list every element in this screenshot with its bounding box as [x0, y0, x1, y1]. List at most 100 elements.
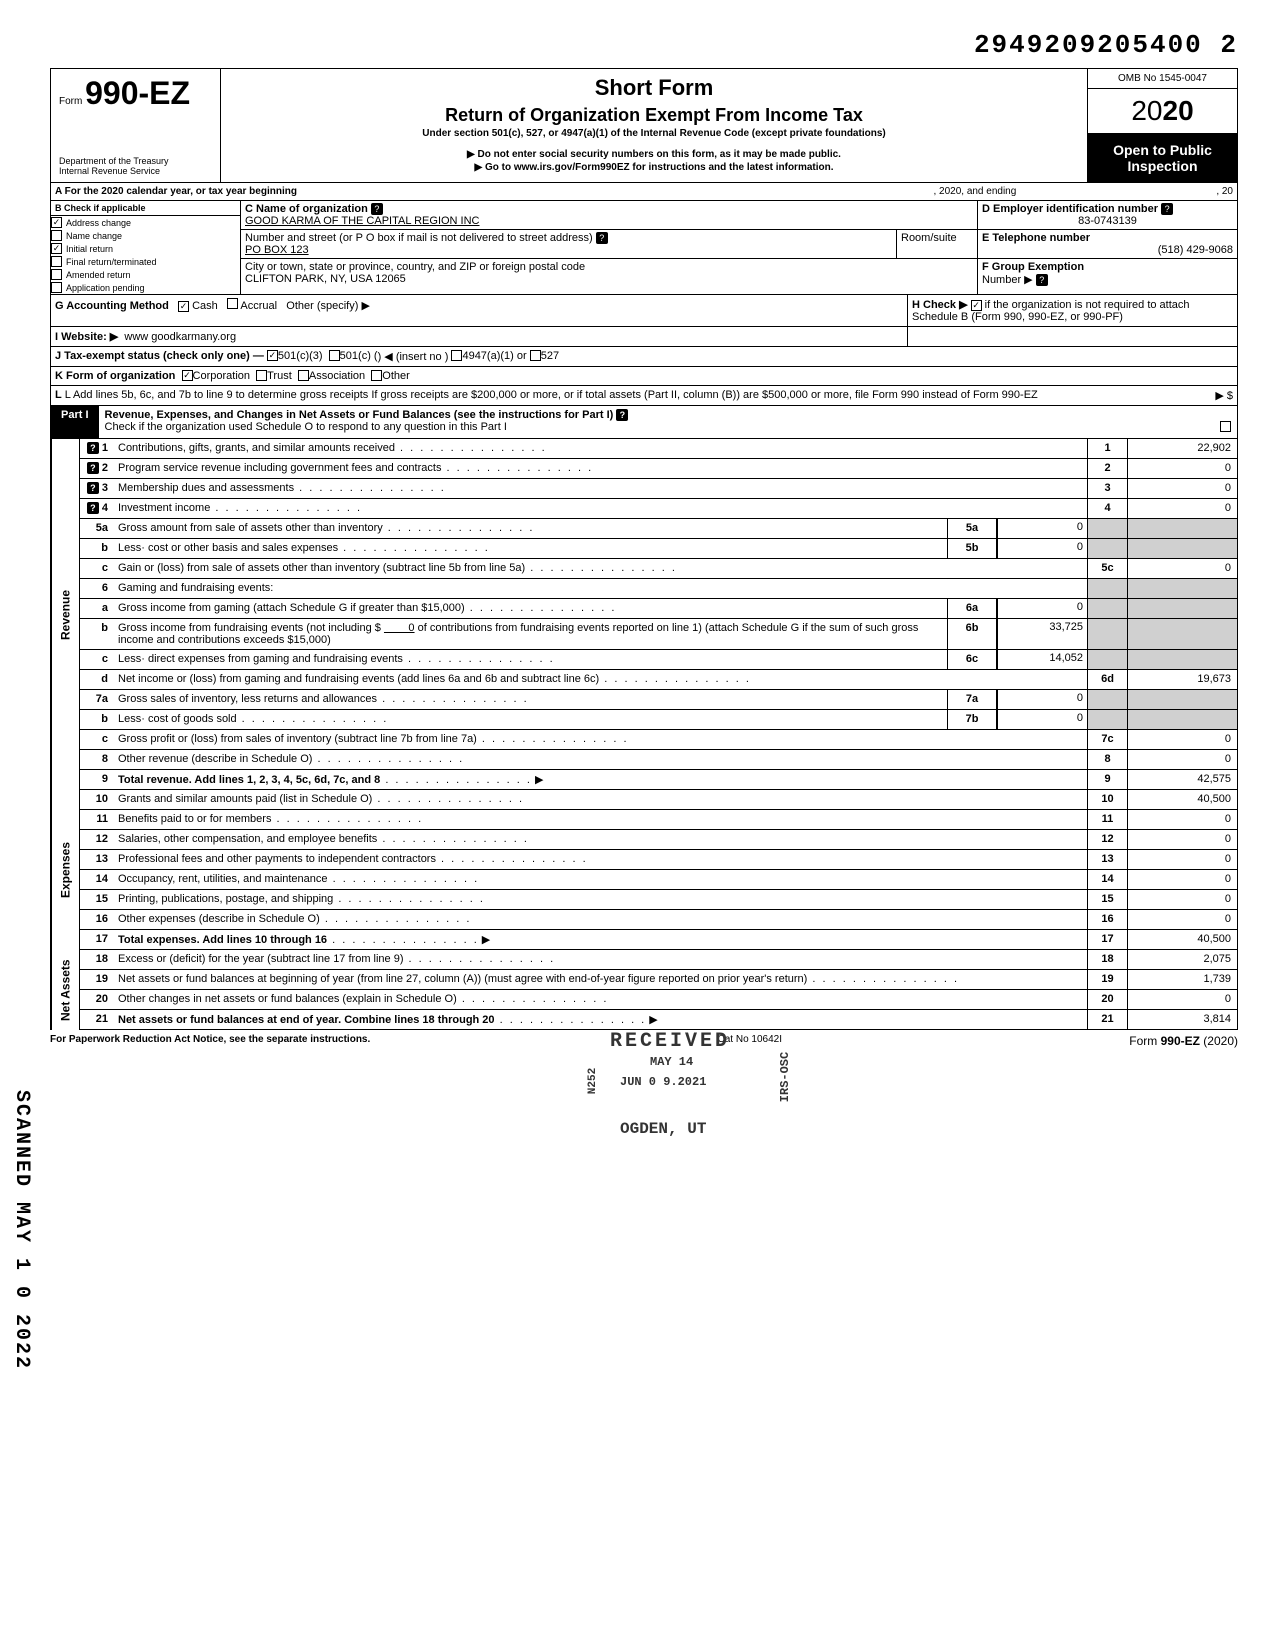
line-d: d Net income or (loss) from gaming and f… — [79, 670, 1238, 690]
chk-amended[interactable] — [51, 269, 62, 280]
line-box: 18 — [1087, 950, 1127, 969]
gh-row: G Accounting Method Cash Accrual Other (… — [50, 295, 1238, 327]
line-subamt: 0 — [997, 710, 1087, 729]
g-accrual: Accrual — [240, 300, 277, 312]
line-grayed-amt — [1127, 690, 1237, 709]
g-label: G Accounting Method — [55, 300, 169, 312]
help-icon-3[interactable]: ? — [1161, 203, 1173, 215]
help-icon[interactable]: ? — [87, 482, 99, 494]
form-number-value: 990-EZ — [85, 75, 190, 111]
line-grayed — [1087, 690, 1127, 709]
line-box: 8 — [1087, 750, 1127, 769]
line-15: 15 Printing, publications, postage, and … — [79, 890, 1238, 910]
chk-corp[interactable] — [182, 370, 193, 381]
open-public-2: Inspection — [1092, 158, 1233, 174]
line-num: 20 — [80, 990, 114, 1009]
i-row: I Website: ▶ www goodkarmany.org — [50, 327, 1238, 347]
line-text: Total expenses. Add lines 10 through 16 — [114, 930, 1087, 949]
line-a-end: , 20 — [1216, 186, 1233, 197]
line-4: ? 4 Investment income 4 0 — [79, 499, 1238, 519]
line-box: 19 — [1087, 970, 1127, 989]
revenue-section: Revenue ? 1 Contributions, gifts, grants… — [50, 439, 1238, 790]
chk-initial-return[interactable] — [51, 243, 62, 254]
line-num: d — [80, 670, 114, 689]
line-amt: 42,575 — [1127, 770, 1237, 789]
chk-trust[interactable] — [256, 370, 267, 381]
line-text: Printing, publications, postage, and shi… — [114, 890, 1087, 909]
chk-address-change[interactable] — [51, 217, 62, 228]
line-num: 14 — [80, 870, 114, 889]
chk-527[interactable] — [530, 350, 541, 361]
line-grayed-amt — [1127, 539, 1237, 558]
j-527: 527 — [541, 350, 559, 363]
chk-assoc[interactable] — [298, 370, 309, 381]
help-icon[interactable]: ? — [87, 462, 99, 474]
line-grayed — [1087, 710, 1127, 729]
chk-cash[interactable] — [178, 301, 189, 312]
line-box: 20 — [1087, 990, 1127, 1009]
line-amt: 40,500 — [1127, 790, 1237, 809]
chk-accrual[interactable] — [227, 298, 238, 309]
under-section: Under section 501(c), 527, or 4947(a)(1)… — [227, 128, 1081, 139]
line-2: ? 2 Program service revenue including go… — [79, 459, 1238, 479]
h-section: H Check ▶ if the organization is not req… — [907, 295, 1237, 326]
part1-header: Part I Revenue, Expenses, and Changes in… — [50, 406, 1238, 439]
line-sub: 5a — [947, 519, 997, 538]
line-box: 15 — [1087, 890, 1127, 909]
goto-note: ▶ Go to www.irs.gov/Form990EZ for instru… — [227, 162, 1081, 173]
f-label: F Group Exemption — [982, 261, 1084, 273]
form-prefix: Form — [59, 96, 82, 107]
line-14: 14 Occupancy, rent, utilities, and maint… — [79, 870, 1238, 890]
help-icon-4[interactable]: ? — [1036, 274, 1048, 286]
help-icon[interactable]: ? — [87, 502, 99, 514]
line-text: Other expenses (describe in Schedule O) — [114, 910, 1087, 929]
chk-4947[interactable] — [451, 350, 462, 361]
line-box: 11 — [1087, 810, 1127, 829]
form-header: Form 990-EZ Department of the Treasury I… — [50, 68, 1238, 183]
header-left: Form 990-EZ Department of the Treasury I… — [51, 69, 221, 182]
line-num: 19 — [80, 970, 114, 989]
line-text: Net income or (loss) from gaming and fun… — [114, 670, 1087, 689]
help-icon[interactable]: ? — [87, 442, 99, 454]
b-label: B Check if applicable — [51, 201, 240, 216]
line-19: 19 Net assets or fund balances at beginn… — [79, 970, 1238, 990]
line-text: Gross income from gaming (attach Schedul… — [114, 599, 947, 618]
footer-left: For Paperwork Reduction Act Notice, see … — [50, 1034, 370, 1048]
chk-final-return[interactable] — [51, 256, 62, 267]
chk-501c3[interactable] — [267, 350, 278, 361]
line-amt: 0 — [1127, 850, 1237, 869]
line-sub: 7a — [947, 690, 997, 709]
chk-501c[interactable] — [329, 350, 340, 361]
help-icon-p1[interactable]: ? — [616, 409, 628, 421]
help-icon-2[interactable]: ? — [596, 232, 608, 244]
footer-mid: Cat No 10642I — [718, 1034, 783, 1048]
line-num: 8 — [80, 750, 114, 769]
line-a-mid: , 2020, and ending — [933, 186, 1016, 197]
chk-other[interactable] — [371, 370, 382, 381]
line-text: Gross amount from sale of assets other t… — [114, 519, 947, 538]
chk-h[interactable] — [971, 300, 982, 311]
chk-pending[interactable] — [51, 282, 62, 293]
short-form-title: Short Form — [227, 75, 1081, 101]
j-row: J Tax-exempt status (check only one) — 5… — [50, 347, 1238, 367]
line-num: 11 — [80, 810, 114, 829]
line-text: Other changes in net assets or fund bala… — [114, 990, 1087, 1009]
footer-right: Form 990-EZ (2020) — [1129, 1034, 1238, 1048]
line-text: Net assets or fund balances at beginning… — [114, 970, 1087, 989]
line-box: 13 — [1087, 850, 1127, 869]
line-16: 16 Other expenses (describe in Schedule … — [79, 910, 1238, 930]
line-grayed — [1087, 599, 1127, 618]
line-subamt: 0 — [997, 599, 1087, 618]
line-text: Less· direct expenses from gaming and fu… — [114, 650, 947, 669]
line-box: 12 — [1087, 830, 1127, 849]
street-label: Number and street (or P O box if mail is… — [245, 232, 593, 244]
help-icon[interactable]: ? — [371, 203, 383, 215]
line-sub: 6c — [947, 650, 997, 669]
line-text: Occupancy, rent, utilities, and maintena… — [114, 870, 1087, 889]
chk-part1[interactable] — [1220, 421, 1231, 432]
line-text: Gross profit or (loss) from sales of inv… — [114, 730, 1087, 749]
part1-label: Part I — [51, 406, 99, 438]
line-12: 12 Salaries, other compensation, and emp… — [79, 830, 1238, 850]
line-7a: 7a Gross sales of inventory, less return… — [79, 690, 1238, 710]
chk-name-change[interactable] — [51, 230, 62, 241]
